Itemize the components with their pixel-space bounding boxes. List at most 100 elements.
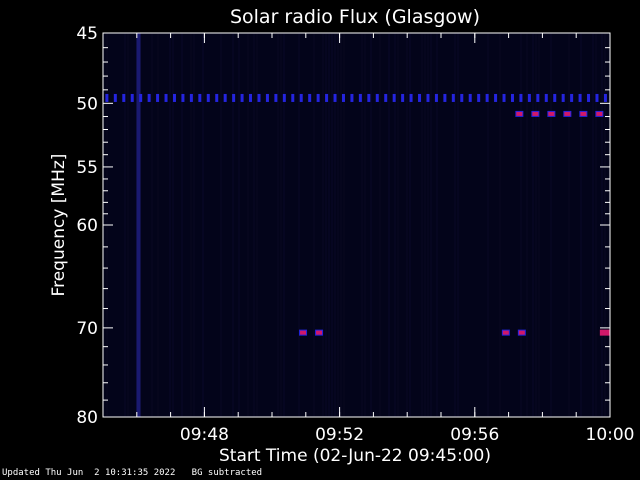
burst-dash: [532, 111, 539, 116]
interference-tick: [587, 93, 591, 102]
updated-timestamp: Updated Thu Jun 2 10:31:35 2022: [2, 468, 176, 478]
noise-streak: [238, 33, 240, 417]
footer-status: Updated Thu Jun 2 10:31:35 2022 BG subtr…: [2, 468, 262, 478]
interference-tick: [282, 93, 286, 102]
noise-streak: [253, 33, 255, 417]
interference-tick: [477, 93, 481, 102]
burst-dash: [316, 330, 323, 335]
noise-streak: [247, 33, 249, 417]
noise-streak: [127, 33, 129, 417]
interference-tick: [325, 93, 329, 102]
noise-streak: [520, 33, 522, 417]
noise-streak: [322, 33, 324, 417]
interference-tick: [527, 93, 531, 102]
interference-tick: [206, 93, 210, 102]
x-axis: 09:48 09:52 09:56 10:00: [136, 33, 635, 445]
interference-tick: [299, 93, 303, 102]
noise-streak: [256, 33, 258, 417]
x-tick-label: 09:56: [450, 425, 499, 445]
noise-streak: [379, 33, 381, 417]
interference-tick: [494, 93, 498, 102]
interference-tick: [308, 93, 312, 102]
interference-tick: [215, 93, 219, 102]
noise-streak: [283, 33, 285, 417]
burst-segment: [599, 329, 610, 336]
noise-streak: [532, 33, 534, 417]
y-tick-label: 50: [76, 94, 98, 114]
interference-tick: [384, 93, 388, 102]
noise-streak: [280, 33, 282, 417]
noise-streak: [340, 33, 342, 417]
noise-streak: [190, 33, 192, 417]
interference-tick: [502, 93, 506, 102]
burst-dash: [564, 111, 571, 116]
interference-tick: [105, 93, 109, 102]
y-tick-label: 55: [76, 158, 98, 178]
noise-streak: [580, 33, 582, 417]
burst-dash: [502, 330, 509, 335]
y-tick-label: 80: [76, 408, 98, 428]
interference-tick: [468, 93, 472, 102]
interference-tick: [358, 93, 362, 102]
noise-streak: [397, 33, 399, 417]
interference-tick: [172, 93, 176, 102]
interference-tick: [341, 93, 345, 102]
interference-tick: [333, 93, 337, 102]
interference-tick: [401, 93, 405, 102]
interference-tick: [223, 93, 227, 102]
broadband-spike: [136, 33, 141, 417]
noise-streak: [220, 33, 222, 417]
interference-tick: [240, 93, 244, 102]
interference-tick: [409, 93, 413, 102]
noise-streak: [388, 33, 390, 417]
noise-streak: [232, 33, 234, 417]
interference-tick: [519, 93, 523, 102]
noise-streak: [526, 33, 528, 417]
interference-tick: [198, 93, 202, 102]
noise-streak: [328, 33, 330, 417]
interference-tick: [418, 93, 422, 102]
noise-streak: [370, 33, 372, 417]
noise-streak: [421, 33, 423, 417]
noise-streak: [169, 33, 171, 417]
noise-streak: [313, 33, 315, 417]
chart-title: Solar radio Flux (Glasgow): [230, 6, 480, 28]
interference-tick: [603, 93, 607, 102]
x-tick-label: 09:52: [315, 425, 364, 445]
interference-tick: [460, 93, 464, 102]
y-axis: 45 50 55 60 70 80: [76, 24, 610, 428]
interference-tick: [392, 93, 396, 102]
noise-streak: [394, 33, 396, 417]
interference-tick: [570, 93, 574, 102]
interference-tick: [367, 93, 371, 102]
interference-tick: [257, 93, 261, 102]
noise-streak: [409, 33, 411, 417]
burst-dash: [300, 330, 307, 335]
noise-streak: [151, 33, 153, 417]
burst-dash: [518, 330, 525, 335]
noise-streak: [406, 33, 408, 417]
interference-tick: [181, 93, 185, 102]
interference-tick: [536, 93, 540, 102]
noise-streak: [124, 33, 126, 417]
noise-streak: [364, 33, 366, 417]
interference-tick: [434, 93, 438, 102]
interference-tick: [249, 93, 253, 102]
interference-tick: [113, 93, 117, 102]
interference-tick: [595, 93, 599, 102]
noise-streak: [172, 33, 174, 417]
interference-tick: [291, 93, 295, 102]
interference-tick: [130, 93, 134, 102]
interference-tick: [156, 93, 160, 102]
burst-dash: [548, 111, 555, 116]
x-tick-label: 10:00: [586, 425, 635, 445]
y-axis-label: Frequency [MHz]: [49, 154, 69, 297]
noise-streak: [181, 33, 183, 417]
interference-tick: [147, 93, 151, 102]
burst-dash: [580, 111, 587, 116]
noise-streak: [592, 33, 594, 417]
interference-tick: [451, 93, 455, 102]
interference-tick: [485, 93, 489, 102]
interference-tick: [561, 93, 565, 102]
